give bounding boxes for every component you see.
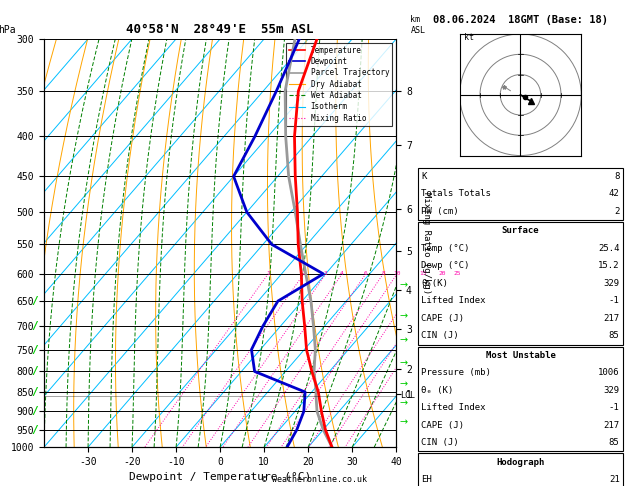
Text: 21: 21 bbox=[609, 475, 620, 484]
X-axis label: Dewpoint / Temperature (°C): Dewpoint / Temperature (°C) bbox=[129, 472, 311, 483]
Text: /: / bbox=[31, 425, 38, 435]
Text: /: / bbox=[31, 321, 38, 331]
Text: 85: 85 bbox=[609, 438, 620, 447]
Text: →: → bbox=[399, 358, 408, 368]
Text: 08.06.2024  18GMT (Base: 18): 08.06.2024 18GMT (Base: 18) bbox=[433, 15, 608, 25]
Text: 15: 15 bbox=[419, 271, 426, 276]
Text: 6: 6 bbox=[364, 271, 367, 276]
Text: © weatheronline.co.uk: © weatheronline.co.uk bbox=[262, 474, 367, 484]
Text: 15.2: 15.2 bbox=[598, 261, 620, 270]
Text: 217: 217 bbox=[603, 314, 620, 323]
Text: Totals Totals: Totals Totals bbox=[421, 190, 491, 198]
Text: CAPE (J): CAPE (J) bbox=[421, 421, 464, 430]
Text: 20: 20 bbox=[438, 271, 446, 276]
Text: 1: 1 bbox=[266, 271, 270, 276]
Text: kt: kt bbox=[464, 33, 474, 42]
Text: →: → bbox=[399, 335, 408, 346]
Text: 8: 8 bbox=[614, 172, 620, 181]
Text: CIN (J): CIN (J) bbox=[421, 438, 459, 447]
Text: -1: -1 bbox=[609, 296, 620, 305]
Text: 3: 3 bbox=[324, 271, 328, 276]
Text: Lifted Index: Lifted Index bbox=[421, 403, 486, 412]
Text: /: / bbox=[31, 406, 38, 417]
Text: Hodograph: Hodograph bbox=[496, 458, 545, 467]
Text: 2: 2 bbox=[302, 271, 306, 276]
Text: 25.4: 25.4 bbox=[598, 244, 620, 253]
Text: 8: 8 bbox=[381, 271, 385, 276]
Text: →: → bbox=[399, 417, 408, 428]
Text: 217: 217 bbox=[603, 421, 620, 430]
Text: Dewp (°C): Dewp (°C) bbox=[421, 261, 470, 270]
Text: 329: 329 bbox=[603, 386, 620, 395]
Text: Most Unstable: Most Unstable bbox=[486, 351, 555, 360]
Text: →: → bbox=[399, 312, 408, 321]
Text: 2: 2 bbox=[614, 207, 620, 216]
Text: Pressure (mb): Pressure (mb) bbox=[421, 368, 491, 377]
Text: →: → bbox=[399, 379, 408, 389]
Text: LCL: LCL bbox=[400, 392, 415, 400]
Text: -1: -1 bbox=[609, 403, 620, 412]
Y-axis label: Mixing Ratio (g/kg): Mixing Ratio (g/kg) bbox=[422, 192, 431, 294]
Text: /: / bbox=[31, 387, 38, 397]
Title: 40°58'N  28°49'E  55m ASL: 40°58'N 28°49'E 55m ASL bbox=[126, 23, 314, 36]
Text: /: / bbox=[31, 296, 38, 306]
Text: 329: 329 bbox=[603, 279, 620, 288]
Text: PW (cm): PW (cm) bbox=[421, 207, 459, 216]
Text: km
ASL: km ASL bbox=[410, 16, 425, 35]
Legend: Temperature, Dewpoint, Parcel Trajectory, Dry Adiabat, Wet Adiabat, Isotherm, Mi: Temperature, Dewpoint, Parcel Trajectory… bbox=[286, 43, 392, 125]
Text: /: / bbox=[31, 345, 38, 355]
Text: hPa: hPa bbox=[0, 25, 16, 35]
Text: θₑ (K): θₑ (K) bbox=[421, 386, 454, 395]
Text: K: K bbox=[421, 172, 427, 181]
Text: CIN (J): CIN (J) bbox=[421, 331, 459, 340]
Text: CAPE (J): CAPE (J) bbox=[421, 314, 464, 323]
Text: Temp (°C): Temp (°C) bbox=[421, 244, 470, 253]
Text: 4: 4 bbox=[340, 271, 344, 276]
Text: 42: 42 bbox=[609, 190, 620, 198]
Text: Surface: Surface bbox=[502, 226, 539, 235]
Text: →: → bbox=[399, 399, 408, 409]
Text: EH: EH bbox=[421, 475, 432, 484]
Text: /: / bbox=[31, 366, 38, 377]
Text: 10: 10 bbox=[393, 271, 401, 276]
Text: →: → bbox=[399, 280, 408, 290]
Text: Lifted Index: Lifted Index bbox=[421, 296, 486, 305]
Text: 1006: 1006 bbox=[598, 368, 620, 377]
Text: θₑ(K): θₑ(K) bbox=[421, 279, 448, 288]
Text: 25: 25 bbox=[454, 271, 461, 276]
Text: 85: 85 bbox=[609, 331, 620, 340]
